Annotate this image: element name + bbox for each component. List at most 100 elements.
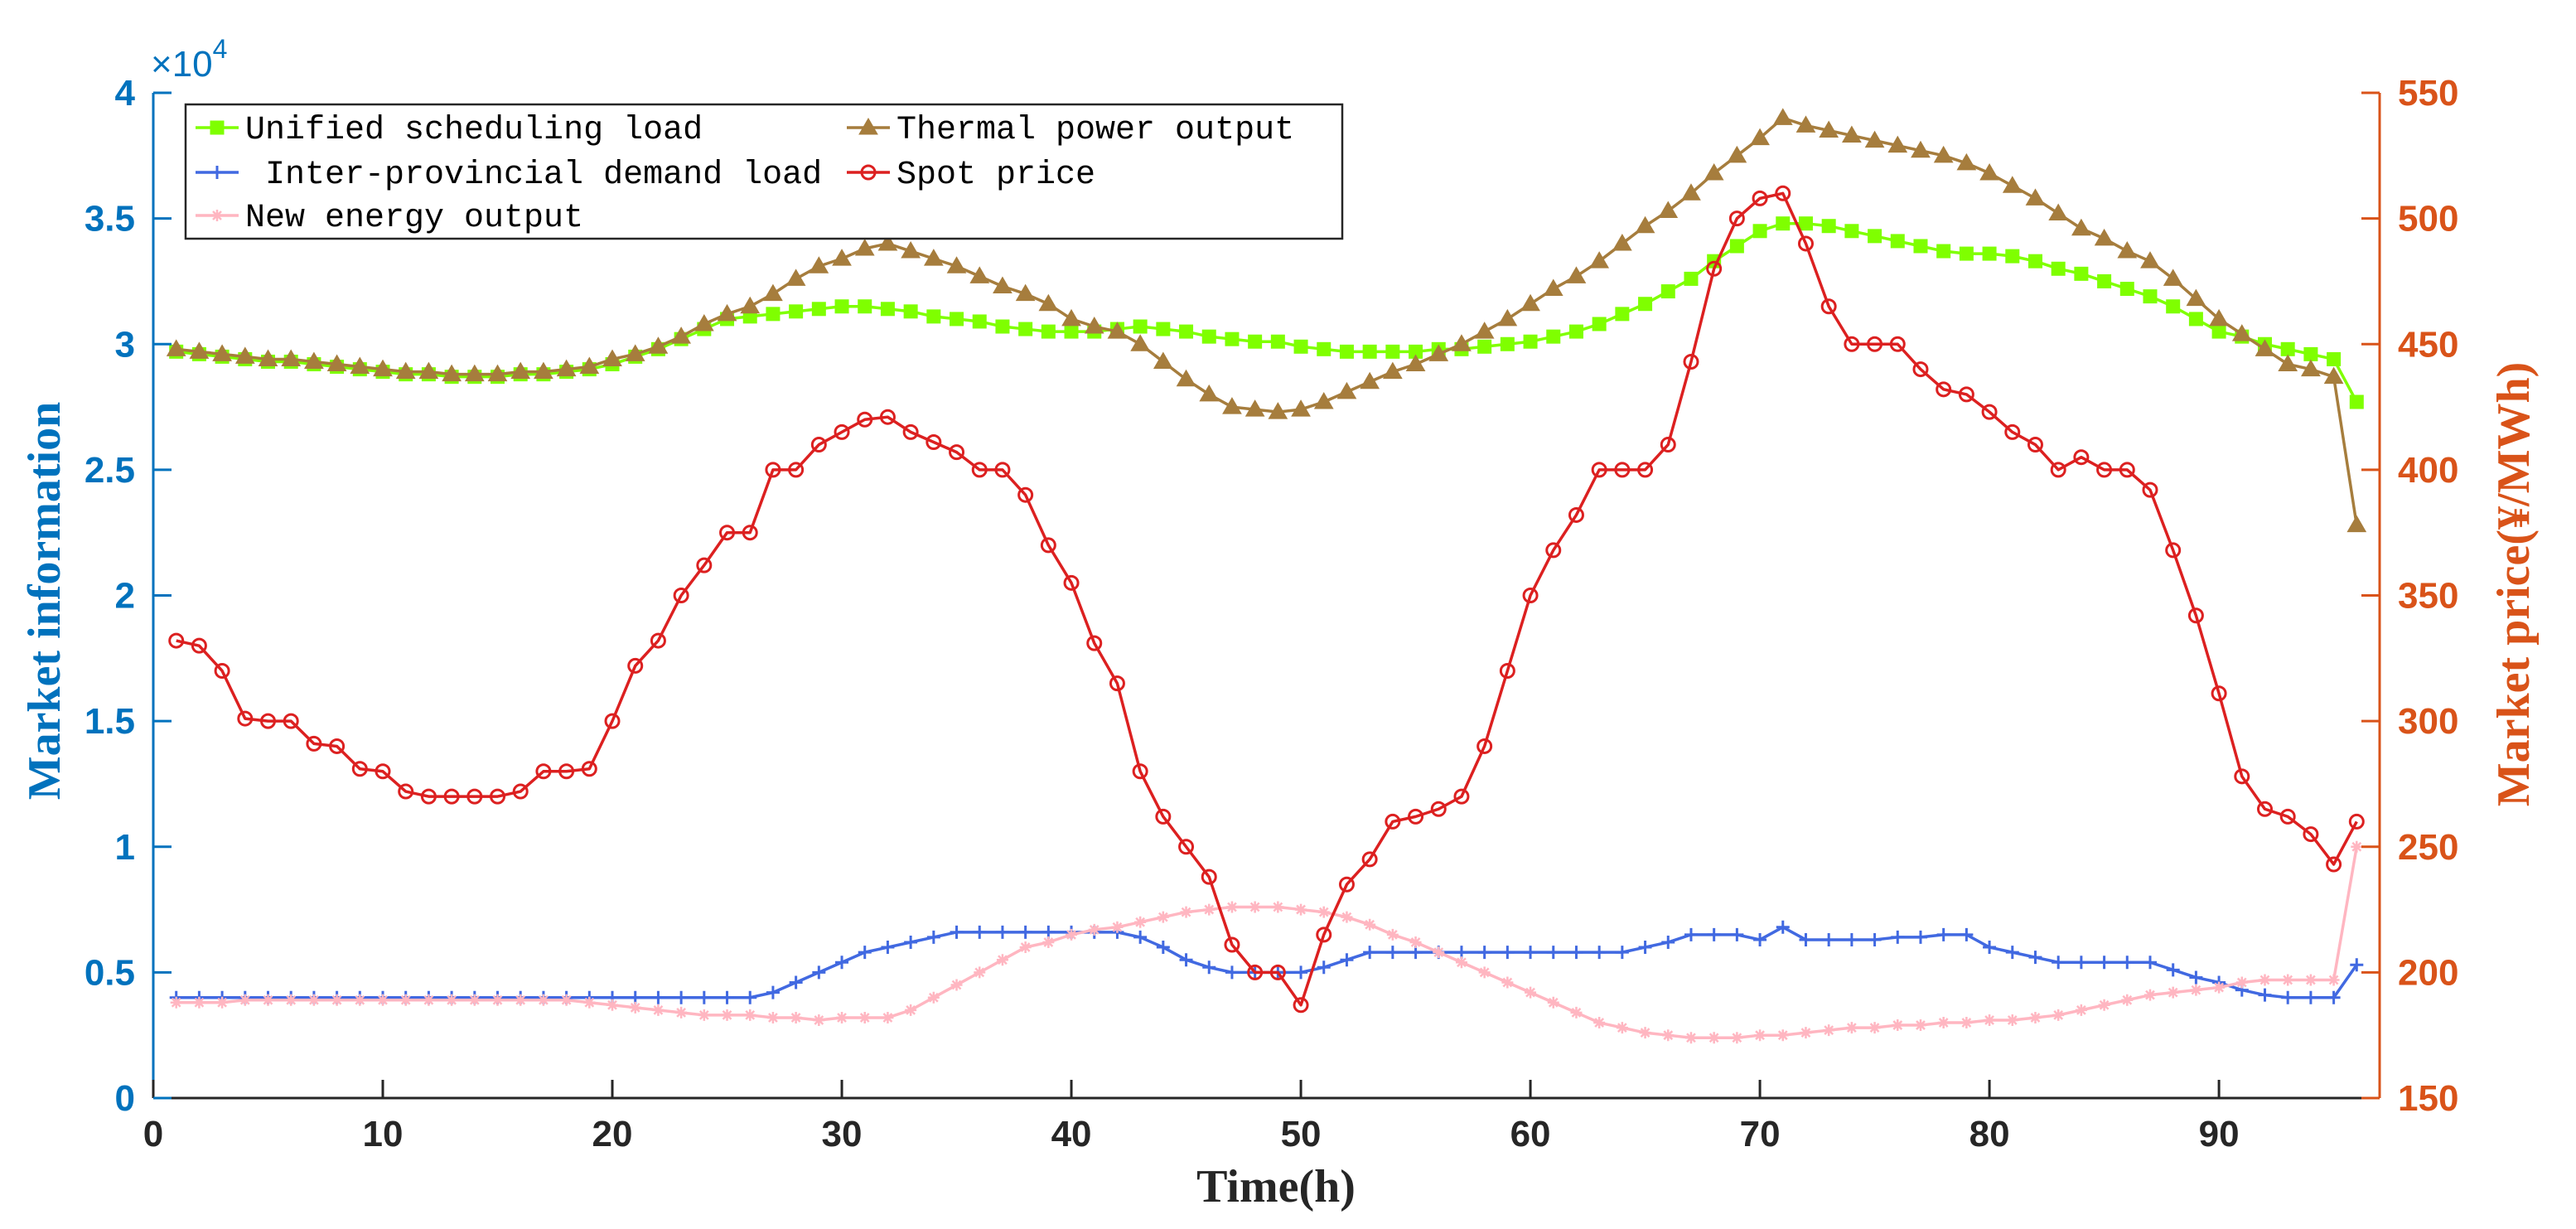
data-point-unified-scheduling-load bbox=[2188, 312, 2203, 327]
data-point-unified-scheduling-load bbox=[1913, 239, 1928, 254]
data-point-inter-provincial-demand-load bbox=[697, 990, 711, 1004]
data-point-inter-provincial-demand-load bbox=[2166, 963, 2180, 977]
data-point-new-energy-output bbox=[2213, 981, 2226, 994]
data-point-unified-scheduling-load bbox=[1225, 331, 1240, 346]
data-point-unified-scheduling-load bbox=[2349, 394, 2364, 409]
left-axis-exponent: ×104 bbox=[151, 34, 227, 85]
data-point-thermal-power-output bbox=[1474, 322, 1495, 339]
data-point-thermal-power-output bbox=[1245, 399, 1265, 417]
data-point-thermal-power-output bbox=[234, 346, 255, 364]
data-point-spot-price bbox=[902, 423, 919, 440]
data-point-new-energy-output bbox=[1800, 1027, 1812, 1039]
data-point-thermal-power-output bbox=[1038, 293, 1059, 312]
data-point-thermal-power-output bbox=[1428, 344, 1449, 361]
data-point-inter-provincial-demand-load bbox=[1960, 927, 1974, 941]
data-point-new-energy-output bbox=[515, 994, 527, 1006]
data-point-new-energy-output bbox=[721, 1009, 733, 1021]
data-point-spot-price bbox=[1820, 298, 1837, 315]
data-point-new-energy-output bbox=[836, 1011, 848, 1023]
data-point-thermal-power-output bbox=[326, 354, 347, 372]
left-axis-exponent-base: ×10 bbox=[151, 44, 213, 85]
axes-layer: 0 10 20 30 40 50 60 70 80 90 0 0.5 1 1.5 2 2.5 3 3.5 4 150 2… bbox=[85, 73, 2459, 1154]
data-point-new-energy-output bbox=[399, 994, 412, 1006]
data-point-thermal-power-output bbox=[304, 351, 324, 369]
data-point-new-energy-output bbox=[2351, 840, 2363, 853]
data-point-new-energy-output bbox=[1754, 1029, 1766, 1042]
left-tick-label: 1 bbox=[115, 827, 135, 868]
data-point-thermal-power-output bbox=[281, 349, 302, 366]
data-point-spot-price bbox=[490, 788, 506, 805]
data-point-new-energy-output bbox=[607, 999, 619, 1011]
data-point-spot-price bbox=[1109, 675, 1125, 692]
data-point-new-energy-output bbox=[2282, 974, 2294, 986]
data-point-new-energy-output bbox=[950, 979, 963, 991]
data-point-new-energy-output bbox=[262, 994, 274, 1006]
data-point-new-energy-output bbox=[1386, 928, 1399, 941]
data-point-thermal-power-output bbox=[212, 344, 232, 361]
data-point-unified-scheduling-load bbox=[1133, 319, 1148, 334]
data-point-thermal-power-output bbox=[2301, 359, 2321, 377]
data-point-thermal-power-output bbox=[2117, 241, 2138, 259]
data-point-new-energy-output bbox=[766, 1011, 779, 1023]
data-point-spot-price bbox=[2279, 808, 2296, 825]
data-point-inter-provincial-demand-load bbox=[2120, 956, 2134, 970]
data-point-thermal-power-output bbox=[854, 239, 875, 256]
data-point-new-energy-output bbox=[927, 991, 940, 1004]
legend-label: Inter-provincial demand load bbox=[265, 157, 822, 194]
data-point-new-energy-output bbox=[2098, 999, 2110, 1011]
data-point-unified-scheduling-load bbox=[2005, 249, 2020, 264]
data-point-new-energy-output bbox=[1662, 1029, 1675, 1042]
data-point-thermal-power-output bbox=[1107, 322, 1128, 339]
data-point-thermal-power-output bbox=[1612, 233, 1632, 251]
legend-entry-spot-price: Spot price bbox=[847, 157, 1095, 194]
data-point-inter-provincial-demand-load bbox=[1294, 965, 1308, 980]
right-tick-label: 150 bbox=[2398, 1078, 2458, 1119]
legend-swatch-marker bbox=[210, 120, 225, 135]
data-point-unified-scheduling-load bbox=[2051, 261, 2066, 276]
data-point-unified-scheduling-load bbox=[1868, 229, 1882, 244]
data-point-new-energy-output bbox=[2167, 986, 2179, 999]
data-point-new-energy-output bbox=[1295, 903, 1307, 916]
data-point-inter-provincial-demand-load bbox=[1340, 953, 1354, 967]
data-point-unified-scheduling-load bbox=[2166, 299, 2181, 314]
data-point-spot-price bbox=[2027, 437, 2043, 453]
data-point-spot-price bbox=[1017, 486, 1034, 503]
data-point-spot-price bbox=[788, 462, 805, 478]
data-point-unified-scheduling-load bbox=[926, 309, 941, 324]
data-point-spot-price bbox=[1040, 537, 1056, 554]
data-point-spot-price bbox=[1936, 381, 1952, 398]
data-point-inter-provincial-demand-load bbox=[1707, 927, 1721, 941]
data-point-new-energy-output bbox=[744, 1009, 756, 1021]
data-point-spot-price bbox=[1385, 813, 1401, 830]
right-axis-label: Market price(¥/MWh) bbox=[2488, 362, 2540, 806]
left-tick-label: 2.5 bbox=[85, 450, 135, 491]
data-point-thermal-power-output bbox=[1520, 293, 1540, 312]
data-point-inter-provincial-demand-load bbox=[881, 941, 895, 955]
data-point-inter-provincial-demand-load bbox=[2281, 990, 2295, 1004]
data-point-spot-price bbox=[1361, 851, 1378, 868]
data-point-spot-price bbox=[260, 713, 277, 729]
series-inter-provincial-demand-load bbox=[169, 920, 2364, 1004]
left-tick-label: 1.5 bbox=[85, 701, 135, 742]
data-point-new-energy-output bbox=[2052, 1009, 2065, 1021]
legend-label: Unified scheduling load bbox=[245, 112, 703, 149]
data-point-new-energy-output bbox=[1134, 916, 1147, 928]
legend-swatch-marker bbox=[858, 118, 878, 135]
data-point-spot-price bbox=[1660, 437, 1676, 453]
data-point-unified-scheduling-load bbox=[1959, 246, 1974, 261]
legend-entry-unified-scheduling-load: Unified scheduling load bbox=[196, 112, 703, 149]
data-point-inter-provincial-demand-load bbox=[904, 935, 918, 949]
data-point-spot-price bbox=[1155, 808, 1172, 825]
data-point-new-energy-output bbox=[560, 994, 573, 1006]
data-point-new-energy-output bbox=[193, 996, 205, 1009]
data-point-spot-price bbox=[1293, 997, 1309, 1014]
data-point-spot-price bbox=[926, 434, 942, 451]
data-point-thermal-power-output bbox=[464, 364, 485, 382]
data-point-spot-price bbox=[1522, 588, 1539, 603]
data-point-new-energy-output bbox=[1409, 936, 1422, 948]
left-tick-label: 3.5 bbox=[85, 199, 135, 240]
data-point-unified-scheduling-load bbox=[811, 302, 826, 317]
data-point-new-energy-output bbox=[2029, 1011, 2042, 1023]
data-point-inter-provincial-demand-load bbox=[1592, 946, 1607, 960]
